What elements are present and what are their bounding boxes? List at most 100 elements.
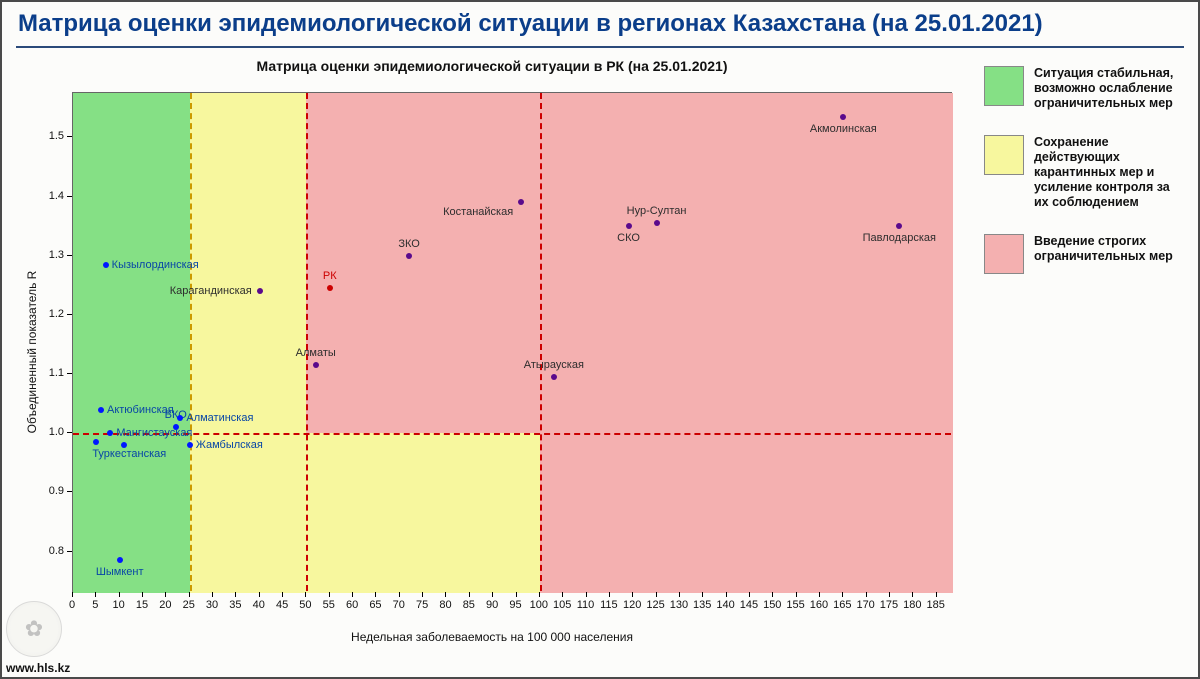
data-point — [177, 415, 183, 421]
data-point-label: Мангистауская — [116, 427, 192, 439]
guide-vline — [540, 93, 542, 591]
x-tick-label: 180 — [903, 599, 921, 611]
data-point — [551, 374, 557, 380]
x-tick-label: 165 — [833, 599, 851, 611]
x-tick-label: 65 — [369, 599, 381, 611]
x-tick-label: 185 — [926, 599, 944, 611]
legend-text: Сохранение действующих карантинных мер и… — [1034, 135, 1184, 210]
x-tick-label: 175 — [880, 599, 898, 611]
data-point — [121, 442, 127, 448]
data-point-label: Павлодарская — [863, 232, 936, 244]
x-tick-label: 145 — [740, 599, 758, 611]
x-tick-label: 70 — [393, 599, 405, 611]
data-point-label: Алматы — [296, 347, 336, 359]
y-tick-label: 1.5 — [34, 130, 64, 142]
x-tick — [539, 592, 540, 597]
data-point — [257, 288, 263, 294]
legend-row: Ситуация стабильная, возможно ослабление… — [984, 66, 1184, 111]
x-tick — [142, 592, 143, 597]
data-point — [173, 424, 179, 430]
y-tick — [67, 314, 72, 315]
x-tick — [632, 592, 633, 597]
legend-swatch — [984, 135, 1024, 175]
x-tick-label: 60 — [346, 599, 358, 611]
x-tick-label: 110 — [577, 599, 595, 611]
x-tick-label: 90 — [486, 599, 498, 611]
x-tick — [679, 592, 680, 597]
x-tick — [235, 592, 236, 597]
y-tick — [67, 432, 72, 433]
data-point-label: Атырауская — [524, 359, 584, 371]
x-tick — [749, 592, 750, 597]
x-tick-label: 35 — [229, 599, 241, 611]
x-tick — [165, 592, 166, 597]
guide-vline — [306, 93, 308, 591]
page-frame: Матрица оценки эпидемиологической ситуац… — [0, 0, 1200, 679]
data-point — [327, 285, 333, 291]
x-tick — [305, 592, 306, 597]
legend-swatch — [984, 66, 1024, 106]
x-tick — [375, 592, 376, 597]
y-tick-label: 1.1 — [34, 367, 64, 379]
guide-vline — [190, 93, 192, 591]
x-tick-label: 100 — [530, 599, 548, 611]
y-tick-label: 1.4 — [34, 190, 64, 202]
x-tick — [842, 592, 843, 597]
x-tick-label: 55 — [323, 599, 335, 611]
x-tick — [936, 592, 937, 597]
y-tick-label: 1.0 — [34, 426, 64, 438]
data-point — [117, 557, 123, 563]
x-tick-label: 45 — [276, 599, 288, 611]
footer-url: www.hls.kz — [6, 661, 70, 675]
data-point-label: Карагандинская — [170, 285, 252, 297]
x-tick — [329, 592, 330, 597]
x-tick-label: 160 — [810, 599, 828, 611]
x-tick-label: 50 — [299, 599, 311, 611]
zone — [73, 93, 190, 593]
data-point — [840, 114, 846, 120]
x-tick — [492, 592, 493, 597]
zone — [306, 433, 539, 593]
data-point-label: Костанайская — [443, 206, 513, 218]
data-point — [654, 220, 660, 226]
x-tick-label: 140 — [716, 599, 734, 611]
y-axis-label: Объединенный показатель R — [25, 271, 39, 434]
data-point-label: Акмолинская — [810, 123, 877, 135]
y-tick — [67, 196, 72, 197]
y-tick-label: 1.2 — [34, 308, 64, 320]
x-tick — [72, 592, 73, 597]
x-tick-label: 5 — [92, 599, 98, 611]
x-tick — [399, 592, 400, 597]
x-tick — [422, 592, 423, 597]
x-tick-label: 155 — [786, 599, 804, 611]
x-tick — [702, 592, 703, 597]
x-tick — [445, 592, 446, 597]
data-point-label: Кызылординская — [112, 259, 199, 271]
chart-title: Матрица оценки эпидемиологической ситуац… — [12, 58, 972, 74]
x-tick — [866, 592, 867, 597]
data-point-label: Шымкент — [96, 566, 144, 578]
x-tick — [656, 592, 657, 597]
x-tick-label: 10 — [113, 599, 125, 611]
x-tick — [469, 592, 470, 597]
x-tick — [796, 592, 797, 597]
x-tick — [189, 592, 190, 597]
y-tick-label: 1.3 — [34, 249, 64, 261]
legend-text: Ситуация стабильная, возможно ослабление… — [1034, 66, 1184, 111]
plot-area: КызылординскаяАктюбинскаяМангистаускаяТу… — [72, 92, 952, 592]
x-tick — [95, 592, 96, 597]
zone — [190, 93, 307, 593]
legend-row: Сохранение действующих карантинных мер и… — [984, 135, 1184, 210]
x-tick-label: 125 — [646, 599, 664, 611]
x-tick — [609, 592, 610, 597]
chart-container: Матрица оценки эпидемиологической ситуац… — [12, 52, 972, 652]
x-tick — [119, 592, 120, 597]
legend-swatch — [984, 234, 1024, 274]
title-rule — [16, 46, 1184, 48]
x-tick — [282, 592, 283, 597]
x-tick — [819, 592, 820, 597]
data-point-label: Жамбылская — [196, 439, 263, 451]
x-tick — [352, 592, 353, 597]
x-tick-label: 20 — [159, 599, 171, 611]
data-point-label: Туркестанская — [92, 448, 166, 460]
